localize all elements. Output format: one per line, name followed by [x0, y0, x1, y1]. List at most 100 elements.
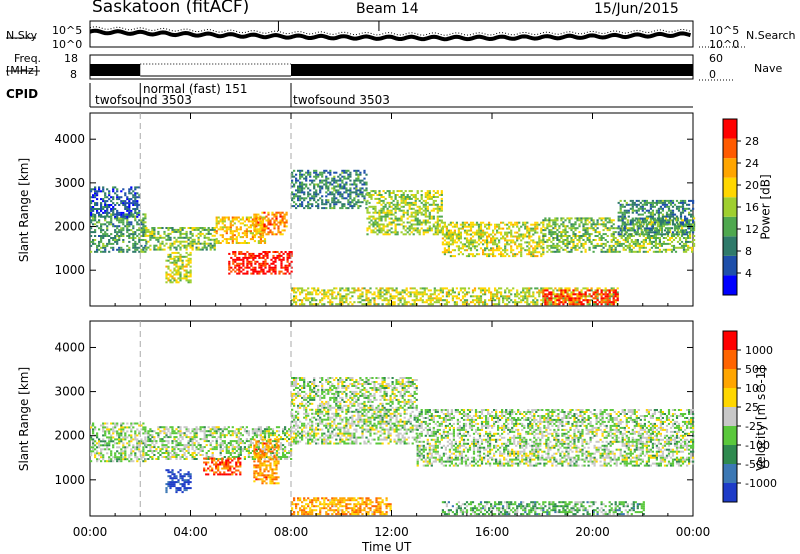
- power-cell: [500, 293, 503, 296]
- power-cell: [488, 299, 491, 302]
- power-cell: [644, 250, 647, 253]
- power-cell: [540, 231, 543, 234]
- power-cell: [171, 257, 174, 260]
- power-cell: [490, 247, 493, 250]
- power-cell: [520, 301, 523, 304]
- power-cell: [576, 242, 579, 245]
- power-cell: [249, 226, 252, 229]
- power-cell: [518, 297, 521, 300]
- power-cell: [578, 297, 581, 300]
- power-cell: [349, 195, 352, 198]
- power-cell: [100, 229, 103, 232]
- power-cell: [175, 230, 178, 233]
- power-cell: [227, 218, 230, 221]
- power-cell: [500, 227, 503, 230]
- power-cell: [640, 229, 643, 232]
- power-cell: [246, 256, 249, 259]
- power-cell: [236, 268, 239, 271]
- power-cell: [508, 231, 511, 234]
- power-cell: [337, 189, 340, 192]
- power-cell: [441, 233, 444, 236]
- power-cell: [102, 223, 105, 226]
- velocity-cell: [90, 446, 93, 449]
- power-cell: [136, 200, 139, 203]
- power-cell: [394, 211, 397, 214]
- power-cell: [631, 205, 634, 208]
- power-cell: [165, 273, 168, 276]
- power-cell: [250, 264, 253, 267]
- power-cell: [368, 221, 371, 224]
- power-cell: [610, 289, 613, 292]
- power-cell: [221, 236, 224, 239]
- power-band-14: [542, 289, 619, 306]
- power-cell: [500, 255, 503, 258]
- power-cell: [612, 299, 615, 302]
- power-cell: [532, 249, 535, 252]
- power-cell: [313, 199, 316, 202]
- power-cell: [518, 235, 521, 238]
- power-cell: [357, 177, 360, 180]
- power-cell: [463, 289, 467, 292]
- power-cell: [271, 231, 274, 234]
- power-cell: [106, 206, 109, 208]
- power-cell: [280, 266, 283, 269]
- power-cell: [361, 295, 364, 298]
- power-cell: [361, 179, 364, 182]
- power-cell: [189, 227, 192, 229]
- power-cell: [221, 216, 224, 219]
- power-cell: [309, 183, 312, 186]
- power-cell: [570, 246, 573, 249]
- power-cell: [374, 223, 377, 226]
- power-cell: [461, 243, 464, 246]
- power-cell: [112, 213, 115, 216]
- power-cell: [506, 223, 509, 226]
- power-cell: [136, 223, 139, 226]
- power-cell: [106, 225, 109, 228]
- power-cell: [102, 233, 105, 236]
- power-cell: [588, 301, 591, 304]
- power-cell: [667, 207, 671, 210]
- power-cell: [592, 219, 595, 222]
- power-cell: [283, 217, 286, 220]
- power-cell: [126, 209, 129, 212]
- power-cell: [213, 244, 216, 247]
- power-cell: [229, 226, 232, 229]
- power-cell: [126, 235, 129, 237]
- power-cell: [670, 237, 674, 239]
- power-cell: [492, 239, 495, 242]
- power-cell: [520, 243, 523, 246]
- power-cell: [333, 203, 336, 206]
- power-cell: [534, 287, 537, 290]
- power-cell: [619, 203, 622, 206]
- power-cell: [500, 233, 503, 236]
- power-cell: [132, 213, 135, 216]
- power-cell: [484, 223, 487, 226]
- power-cell: [272, 260, 275, 263]
- power-cell: [329, 293, 332, 296]
- power-cell: [311, 179, 314, 182]
- power-cell: [136, 206, 139, 208]
- power-cell: [217, 222, 220, 225]
- power-cell: [317, 293, 320, 296]
- power-cell: [486, 237, 489, 240]
- power-cell: [660, 235, 663, 237]
- power-cell: [227, 242, 230, 244]
- power-cell: [227, 216, 230, 219]
- power-cell: [658, 237, 661, 239]
- power-cell: [408, 221, 411, 224]
- power-cell: [175, 228, 178, 231]
- power-cell: [259, 236, 262, 239]
- power-cell: [197, 246, 200, 249]
- power-cell: [663, 201, 667, 204]
- power-cell: [564, 229, 567, 232]
- power-cell: [578, 293, 581, 296]
- power-cell: [92, 196, 95, 199]
- power-cell: [94, 217, 97, 220]
- power-cell: [271, 223, 274, 226]
- power-cell: [169, 232, 172, 235]
- power-cell: [228, 266, 231, 269]
- power-cell: [267, 213, 270, 216]
- power-cell: [136, 202, 139, 205]
- power-cell: [295, 177, 298, 180]
- power-cell: [301, 303, 304, 306]
